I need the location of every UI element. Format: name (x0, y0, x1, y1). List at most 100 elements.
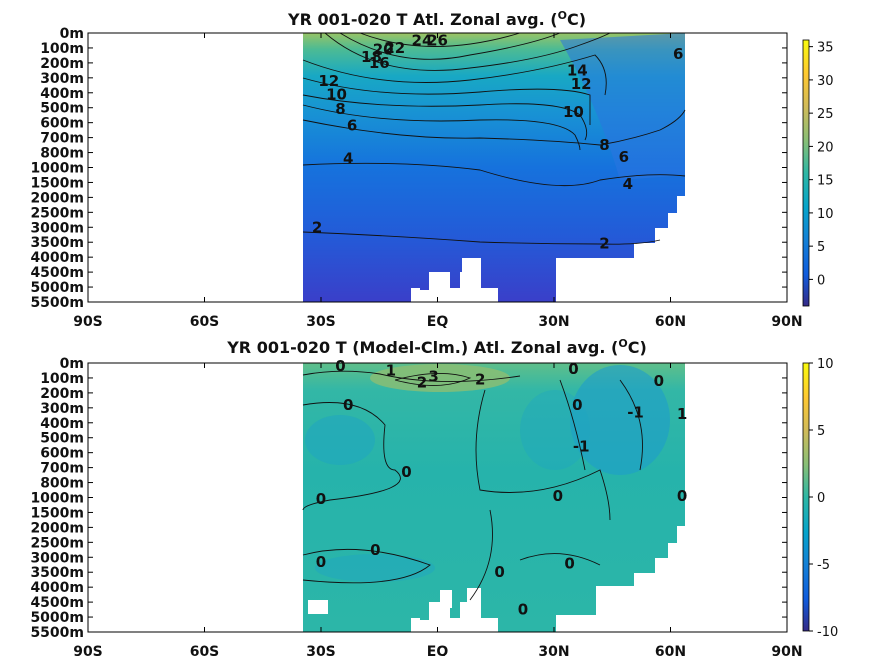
x-tick-label: 90S (73, 314, 103, 330)
x-tick-label: 60N (655, 314, 686, 330)
y-tick-label: 5000m (30, 280, 84, 296)
y-tick-label: 500m (40, 431, 84, 447)
y-tick-label: 700m (40, 131, 84, 147)
panel1-field (290, 33, 686, 302)
contour-label: 8 (335, 100, 345, 118)
colorbar-tick-label: 30 (817, 74, 834, 89)
y-tick-label: 1000m (30, 161, 84, 177)
contour-label: 0 (316, 490, 326, 508)
colorbar-tick-label: 0 (817, 491, 825, 506)
colorbar-tick-label: 15 (817, 174, 834, 189)
y-tick-label: 5500m (30, 295, 84, 311)
contour-label: 2 (312, 218, 322, 236)
y-tick-label: 2000m (30, 190, 84, 206)
x-tick-label: EQ (427, 314, 449, 330)
x-tick-label: 30N (538, 644, 569, 656)
contour-label: 3 (428, 367, 438, 385)
contour-label: 0 (494, 563, 504, 581)
y-tick-label: 2500m (30, 205, 84, 221)
colorbar-tick-label: 10 (817, 207, 834, 222)
x-tick-label: 60S (190, 644, 220, 656)
y-tick-label: 4000m (30, 250, 84, 266)
y-tick-label: 2500m (30, 535, 84, 551)
y-tick-label: 300m (40, 401, 84, 417)
contour-label: 8 (599, 136, 609, 154)
contour-label: 26 (427, 31, 448, 49)
contour-label: 12 (318, 72, 339, 90)
y-tick-label: 1500m (30, 505, 84, 521)
contour-label: 22 (384, 39, 405, 57)
contour-label: 1 (677, 405, 687, 423)
y-tick-label: 2000m (30, 520, 84, 536)
contour-label: 18 (361, 48, 382, 66)
contour-label: 14 (567, 61, 588, 79)
y-tick-label: 300m (40, 71, 84, 87)
contour-label: 6 (619, 148, 629, 166)
y-tick-label: 100m (40, 41, 84, 57)
contour-label: 2 (599, 235, 609, 253)
y-tick-label: 0m (60, 356, 84, 372)
y-tick-label: 5000m (30, 610, 84, 626)
y-tick-label: 3500m (30, 565, 84, 581)
contour-label: 6 (347, 117, 357, 135)
contour-label: 0 (654, 372, 664, 390)
contour-label: 10 (326, 85, 347, 103)
x-tick-label: 30N (538, 314, 569, 330)
contour-label: 2 (475, 370, 485, 388)
colorbar-tick-label: 25 (817, 107, 834, 122)
x-tick-label: 30S (306, 314, 336, 330)
panel1-y-axis: 0m100m200m300m400m500m600m700m800m1000m1… (30, 26, 787, 311)
contour-label: 24 (412, 31, 433, 49)
contour-label: 0 (572, 396, 582, 414)
y-tick-label: 3500m (30, 235, 84, 251)
panel2-title: YR 001-020 T (Model-Clm.) Atl. Zonal avg… (226, 337, 647, 358)
panel-temperature: YR 001-020 T Atl. Zonal avg. (OC) 0 (30, 9, 834, 331)
contour-label: 0 (564, 554, 574, 572)
y-tick-label: 4500m (30, 595, 84, 611)
contour-label: 0 (677, 487, 687, 505)
panel1-colorbar: 0 5 10 15 20 25 30 35 (802, 39, 834, 307)
contour-label: -1 (573, 438, 590, 456)
contour-label: 16 (369, 54, 390, 72)
contour-label: 0 (335, 357, 345, 375)
colorbar-tick-label: 5 (817, 240, 825, 255)
y-tick-label: 500m (40, 101, 84, 117)
colorbar-tick-label: 35 (817, 41, 834, 56)
contour-label: 0 (518, 601, 528, 619)
panel1-x-axis: 90S 60S 30S EQ 30N 60N 90N (73, 33, 803, 330)
contour-label: 12 (571, 75, 592, 93)
y-tick-label: 400m (40, 416, 84, 432)
y-tick-label: 4000m (30, 580, 84, 596)
x-tick-label: 30S (306, 644, 336, 656)
colorbar-tick-label: 20 (817, 140, 834, 155)
y-tick-label: 200m (40, 386, 84, 402)
contour-label: 6 (673, 45, 683, 63)
x-tick-label: 90N (771, 644, 802, 656)
contour-label: 10 (563, 103, 584, 121)
contour-label: 0 (316, 553, 326, 571)
y-tick-label: 4500m (30, 265, 84, 281)
y-tick-label: 600m (40, 446, 84, 462)
contour-label: 0 (401, 463, 411, 481)
y-tick-label: 3000m (30, 220, 84, 236)
y-tick-label: 400m (40, 86, 84, 102)
x-tick-label: 90S (73, 644, 103, 656)
contour-label: 4 (623, 175, 633, 193)
contour-label: 0 (370, 541, 380, 559)
panel-anomaly: YR 001-020 T (Model-Clm.) Atl. Zonal avg… (30, 337, 838, 656)
panel2-x-axis: 90S 60S 30S EQ 30N 60N 90N (73, 363, 803, 656)
colorbar-tick-label: 0 (817, 273, 825, 288)
y-tick-label: 3000m (30, 550, 84, 566)
contour-label: 4 (343, 150, 353, 168)
colorbar-tick-label: -5 (817, 558, 830, 573)
contour-label: 0 (343, 396, 353, 414)
y-tick-label: 5500m (30, 625, 84, 641)
contour-label: 1 (386, 361, 396, 379)
panel2-y-axis: 0m100m200m300m400m500m600m700m800m1000m1… (30, 356, 787, 641)
colorbar-tick-label: 10 (817, 357, 834, 372)
contour-label: 0 (568, 360, 578, 378)
y-tick-label: 1000m (30, 491, 84, 507)
